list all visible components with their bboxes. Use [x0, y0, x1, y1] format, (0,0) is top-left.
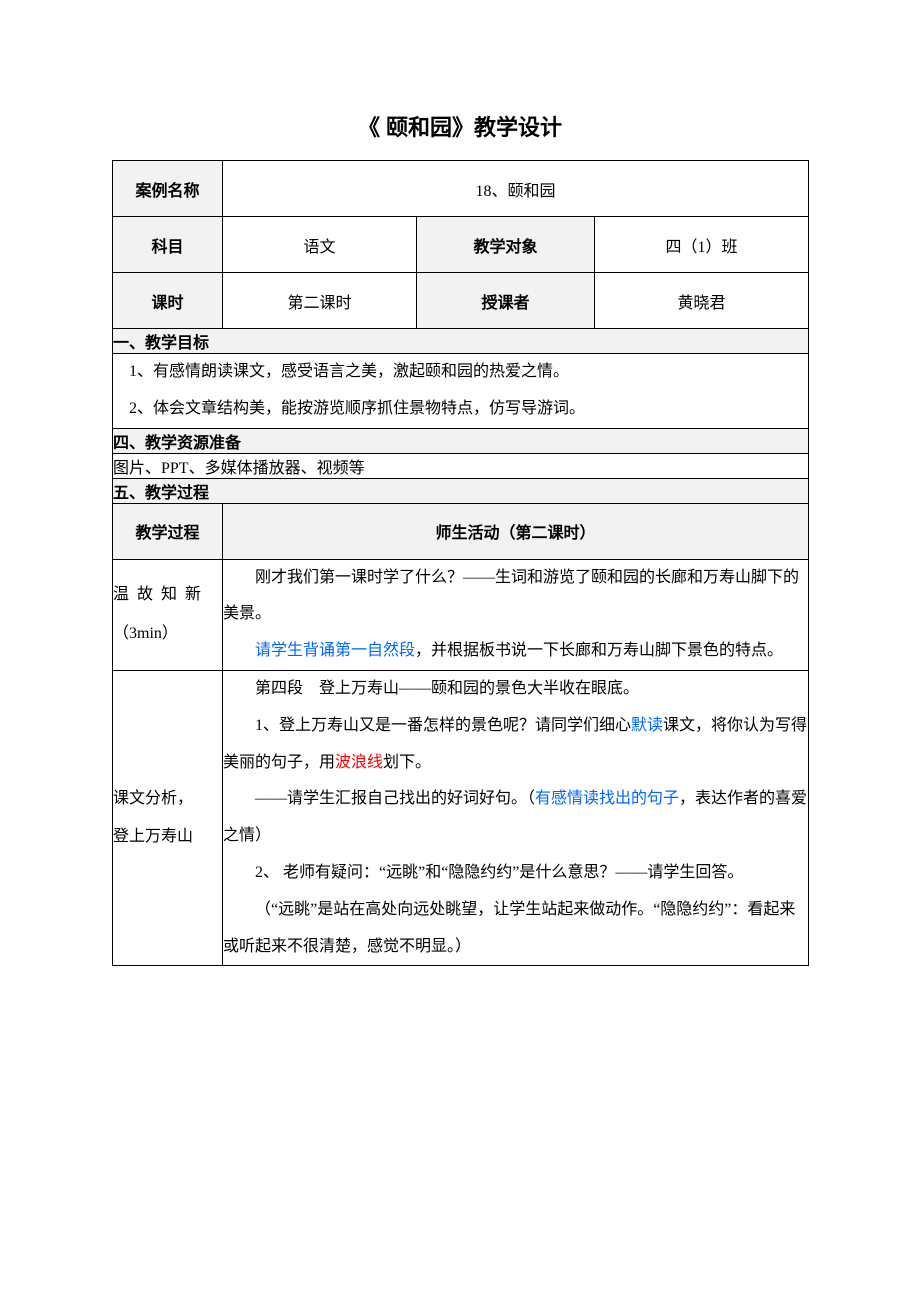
process-row-1-label: 课文分析， 登上万寿山 — [113, 670, 223, 965]
row-resources-body: 图片、PPT、多媒体播放器、视频等 — [113, 453, 809, 478]
period-value: 第二课时 — [223, 273, 417, 329]
text-segment: 1、登上万寿山又是一番怎样的景色呢？请同学们细心 — [255, 717, 631, 734]
activity-paragraph: （“远眺”是站在高处向远处眺望，让学生站起来做动作。“隐隐约约”：看起来或听起来… — [223, 892, 808, 966]
text-segment: 默读 — [631, 717, 663, 734]
row-process-header: 五、教学过程 — [113, 478, 809, 503]
process-row-0-label-1: 温 故 知 新 — [113, 586, 203, 603]
audience-label: 教学对象 — [417, 217, 595, 273]
activity-paragraph: 请学生背诵第一自然段，并根据板书说一下长廊和万寿山脚下景色的特点。 — [223, 633, 808, 670]
row-goals-header: 一、教学目标 — [113, 329, 809, 354]
activity-paragraph: 第四段 登上万寿山——颐和园的景色大半收在眼底。 — [223, 671, 808, 708]
process-row-0-activity: 刚才我们第一课时学了什么？——生词和游览了颐和园的长廊和万寿山脚下的美景。请学生… — [223, 559, 809, 670]
process-row-0: 温 故 知 新 （3min） 刚才我们第一课时学了什么？——生词和游览了颐和园的… — [113, 559, 809, 670]
lecturer-value: 黄晓君 — [595, 273, 809, 329]
activity-paragraph: ——请学生汇报自己找出的好词好句。（有感情读找出的句子，表达作者的喜爱之情） — [223, 781, 808, 855]
audience-value: 四（1）班 — [595, 217, 809, 273]
page: 《 颐和园》教学设计 案例名称 18、颐和园 科目 语文 教学对象 四（1）班 … — [0, 0, 920, 1302]
text-segment: 请学生背诵第一自然段 — [255, 642, 415, 659]
process-row-1: 课文分析， 登上万寿山 第四段 登上万寿山——颐和园的景色大半收在眼底。 1、登上… — [113, 670, 809, 965]
text-segment: 2、 老师有疑问：“远眺”和“隐隐约约”是什么意思？——请学生回答。 — [255, 864, 743, 881]
row-resources-header: 四、教学资源准备 — [113, 428, 809, 453]
row-case-name: 案例名称 18、颐和园 — [113, 161, 809, 217]
row-goals-body: 1、有感情朗读课文，感受语言之美，激起颐和园的热爱之情。 2、体会文章结构美，能… — [113, 354, 809, 429]
process-row-1-label-2: 登上万寿山 — [113, 818, 222, 856]
resources-text: 图片、PPT、多媒体播放器、视频等 — [113, 453, 809, 478]
case-name-value: 18、颐和园 — [223, 161, 809, 217]
activity-paragraph: 1、登上万寿山又是一番怎样的景色呢？请同学们细心默读课文，将你认为写得美丽的句子… — [223, 708, 808, 782]
period-label: 课时 — [113, 273, 223, 329]
text-segment: 波浪线 — [335, 754, 383, 771]
subject-label: 科目 — [113, 217, 223, 273]
process-row-1-label-1: 课文分析， — [113, 790, 193, 807]
goals-heading: 一、教学目标 — [113, 329, 809, 354]
case-name-label: 案例名称 — [113, 161, 223, 217]
process-heading: 五、教学过程 — [113, 478, 809, 503]
row-subject: 科目 语文 教学对象 四（1）班 — [113, 217, 809, 273]
goals-body: 1、有感情朗读课文，感受语言之美，激起颐和园的热爱之情。 2、体会文章结构美，能… — [113, 354, 809, 429]
text-segment: （“远眺”是站在高处向远处眺望，让学生站起来做动作。“隐隐约约”：看起来或听起来… — [223, 901, 795, 955]
lecturer-label: 授课者 — [417, 273, 595, 329]
process-col1: 教学过程 — [113, 503, 223, 559]
resources-heading: 四、教学资源准备 — [113, 428, 809, 453]
goal-item-2: 2、体会文章结构美，能按游览顺序抓住景物特点，仿写导游词。 — [113, 391, 808, 428]
process-row-1-activity: 第四段 登上万寿山——颐和园的景色大半收在眼底。 1、登上万寿山又是一番怎样的景色… — [223, 670, 809, 965]
text-segment: 第四段 登上万寿山——颐和园的景色大半收在眼底。 — [255, 680, 639, 697]
text-segment: ——请学生汇报自己找出的好词好句。（ — [255, 790, 535, 807]
activity-paragraph: 刚才我们第一课时学了什么？——生词和游览了颐和园的长廊和万寿山脚下的美景。 — [223, 560, 808, 634]
text-segment: 有感情读找出的句子 — [535, 790, 679, 807]
process-col2: 师生活动（第二课时） — [223, 503, 809, 559]
subject-value: 语文 — [223, 217, 417, 273]
text-segment: ，并根据板书说一下长廊和万寿山脚下景色的特点。 — [415, 642, 783, 659]
doc-title: 《 颐和园》教学设计 — [112, 110, 808, 142]
process-row-0-label: 温 故 知 新 （3min） — [113, 559, 223, 670]
activity-paragraph: 2、 老师有疑问：“远眺”和“隐隐约约”是什么意思？——请学生回答。 — [223, 855, 808, 892]
text-segment: 刚才我们第一课时学了什么？——生词和游览了颐和园的长廊和万寿山脚下的美景。 — [223, 569, 799, 623]
row-period: 课时 第二课时 授课者 黄晓君 — [113, 273, 809, 329]
lesson-plan-table: 案例名称 18、颐和园 科目 语文 教学对象 四（1）班 课时 第二课时 授课者… — [112, 160, 809, 966]
process-row-0-label-2: （3min） — [113, 615, 222, 653]
goal-item-1: 1、有感情朗读课文，感受语言之美，激起颐和园的热爱之情。 — [113, 354, 808, 391]
row-process-columns: 教学过程 师生活动（第二课时） — [113, 503, 809, 559]
text-segment: 划下。 — [383, 754, 431, 771]
